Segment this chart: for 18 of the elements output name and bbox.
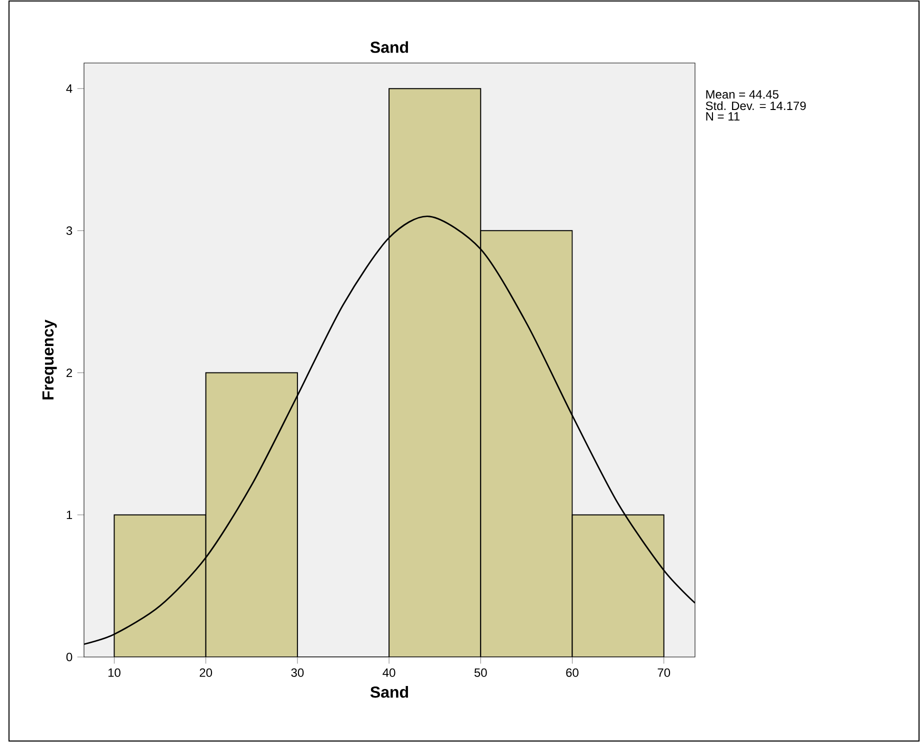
y-tick-label: 1: [66, 510, 72, 520]
x-tick-label: 30: [291, 668, 304, 677]
text: N = 11: [706, 112, 740, 121]
y-tick-label: 3: [66, 226, 72, 235]
x-axis-title: Sand: [370, 686, 408, 698]
x-tick-label: 10: [108, 668, 120, 677]
y-tick-label: 2: [66, 368, 72, 377]
x-tick-label: 40: [382, 668, 396, 677]
x-tick-label: 50: [474, 668, 487, 677]
text: Std. Dev. = 14.179: [706, 101, 806, 110]
text: Mean = 44.45: [706, 90, 778, 99]
y-tick-label: 0: [66, 652, 72, 662]
x-tick-label: 70: [658, 668, 670, 677]
x-tick-label: 60: [566, 668, 578, 677]
chart-title: Sand: [370, 41, 408, 53]
y-axis-title: Frequency: [42, 320, 57, 400]
y-tick-label: 4: [66, 84, 72, 93]
x-tick-label: 20: [200, 668, 212, 677]
